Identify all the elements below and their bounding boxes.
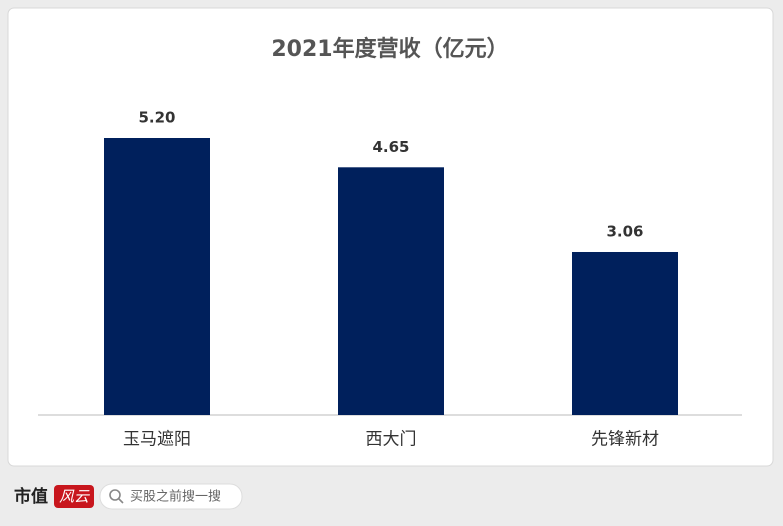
search-icon-handle	[118, 498, 124, 504]
logo: 风云	[59, 488, 90, 506]
bar	[572, 251, 678, 415]
bar	[104, 138, 210, 415]
chart-title: 2021年度营收（亿元）	[271, 36, 508, 62]
logo-box	[54, 485, 94, 508]
search-box[interactable]	[99, 483, 243, 510]
x-tick-label: 先锋新材	[591, 430, 659, 450]
value-label: 4.65	[372, 138, 409, 156]
search-placeholder: 买股之前搜一搜	[130, 489, 221, 505]
x-tick-label: 西大门	[366, 430, 417, 450]
brand: 市值	[14, 486, 48, 507]
value-label: 3.06	[606, 222, 643, 240]
bar	[338, 167, 444, 415]
x-tick-label: 玉马遮阳	[123, 430, 191, 450]
value-label: 5.20	[138, 109, 175, 127]
search-icon	[109, 489, 121, 501]
